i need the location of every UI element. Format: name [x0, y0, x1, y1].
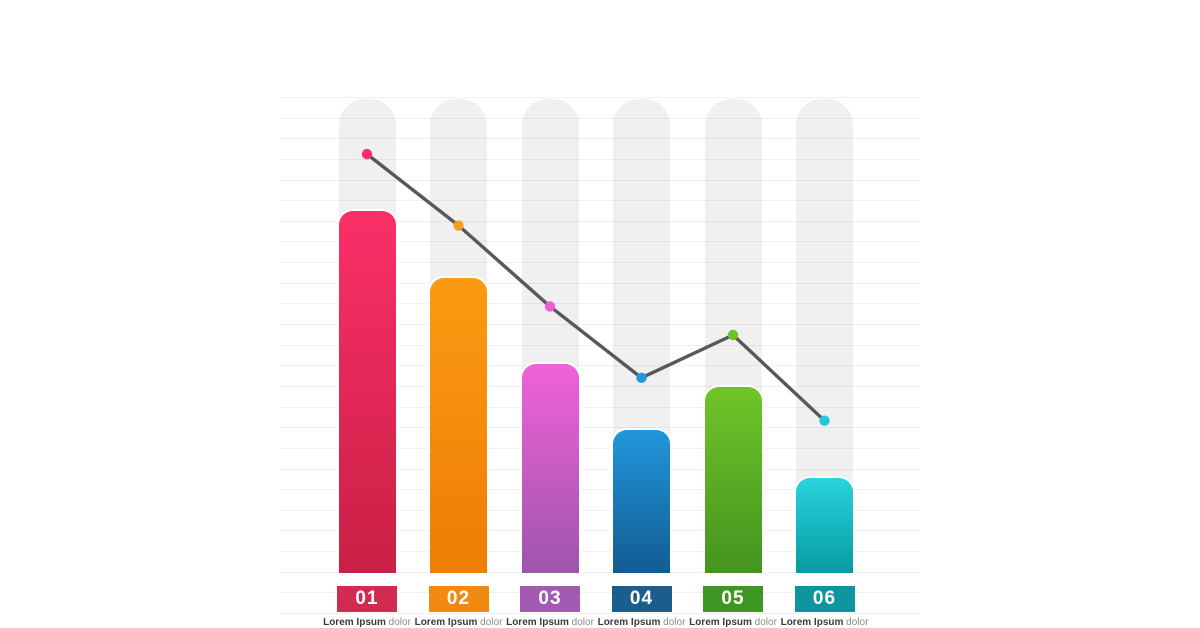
bar-02: [430, 277, 487, 573]
category-label-06: 06: [794, 586, 855, 612]
gridline: [280, 97, 920, 98]
gridline: [280, 592, 920, 594]
gridline: [280, 613, 920, 614]
caption-05: Lorem Ipsum dolor: [689, 617, 777, 628]
caption-bold-text: Lorem Ipsum: [597, 617, 661, 628]
caption-06: Lorem Ipsum dolor: [780, 617, 869, 628]
category-label-05: 05: [703, 586, 763, 612]
bar-04: [613, 430, 670, 573]
bar-01: [338, 211, 396, 573]
gridline: [280, 447, 920, 449]
caption-03: Lorem Ipsum dolor: [506, 617, 594, 628]
caption-02: Lorem Ipsum dolor: [414, 617, 503, 628]
bar-05: [704, 387, 762, 573]
caption-bold-text: Lorem Ipsum: [414, 617, 478, 628]
caption-bold-text: Lorem Ipsum: [689, 617, 752, 628]
category-label-04: 04: [611, 586, 672, 612]
gridline: [280, 551, 920, 553]
bar-03: [521, 363, 579, 573]
caption-04: Lorem Ipsum dolor: [597, 617, 686, 628]
gridline: [280, 138, 920, 140]
caption-01: Lorem Ipsum dolor: [323, 617, 411, 628]
bar-06: [796, 477, 853, 573]
gridline: [280, 530, 920, 532]
gridline: [280, 427, 920, 429]
caption-bold-text: Lorem Ipsum: [506, 617, 569, 628]
gridline: [280, 509, 920, 511]
gridline: [280, 489, 920, 491]
gridline: [280, 179, 920, 181]
category-label-03: 03: [520, 586, 580, 612]
gridline: [280, 468, 920, 470]
category-label-02: 02: [428, 586, 489, 612]
caption-bold-text: Lorem Ipsum: [780, 617, 844, 628]
caption-bold-text: Lorem Ipsum: [323, 617, 386, 628]
gridline: [280, 571, 920, 573]
category-label-01: 01: [337, 586, 397, 612]
gridline: [280, 117, 920, 119]
gridline: [280, 200, 920, 202]
gridline: [280, 158, 920, 160]
